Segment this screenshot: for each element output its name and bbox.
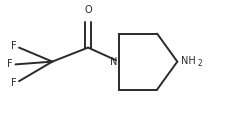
Text: O: O bbox=[84, 5, 92, 15]
Text: NH: NH bbox=[181, 56, 196, 66]
Text: 2: 2 bbox=[197, 59, 202, 68]
Text: F: F bbox=[11, 78, 17, 88]
Text: F: F bbox=[11, 40, 17, 51]
Text: N: N bbox=[110, 57, 117, 67]
Text: F: F bbox=[7, 59, 13, 69]
